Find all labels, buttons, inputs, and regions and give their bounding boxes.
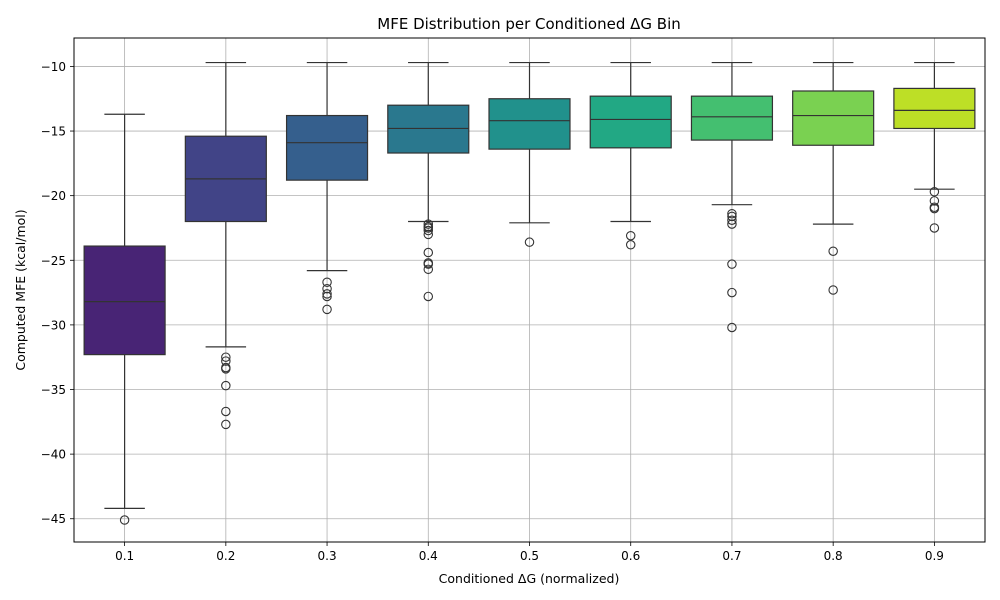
outlier-point bbox=[221, 419, 231, 430]
y-tick-label: −20 bbox=[41, 189, 66, 203]
outlier-point bbox=[929, 196, 940, 206]
box-group bbox=[83, 113, 166, 525]
outlier-point bbox=[727, 219, 737, 229]
outlier-point bbox=[929, 223, 940, 233]
box-group bbox=[387, 61, 470, 302]
chart-title: MFE Distribution per Conditioned ΔG Bin bbox=[377, 15, 681, 33]
box-group bbox=[589, 61, 672, 250]
outlier-point bbox=[221, 406, 231, 417]
box-group bbox=[184, 61, 267, 430]
ticks: 0.1 0.2 0.3 0.4 0.5 0.6 0.7 0.8 0.9 −10 −15 −20 −25 −… bbox=[41, 60, 944, 563]
y-axis-label: Computed MFE (kcal/mol) bbox=[13, 209, 28, 370]
outlier-point bbox=[423, 247, 434, 258]
outlier-point bbox=[423, 225, 434, 236]
x-tick-label: 0.8 bbox=[824, 549, 843, 563]
x-tick-label: 0.3 bbox=[318, 549, 337, 563]
outlier-point bbox=[423, 223, 434, 233]
outlier-point bbox=[727, 322, 737, 333]
y-tick-label: −40 bbox=[41, 448, 66, 462]
box-iqr bbox=[792, 90, 875, 146]
box-group bbox=[488, 61, 571, 247]
box-iqr bbox=[893, 87, 976, 130]
boxes bbox=[83, 61, 976, 525]
outlier-point bbox=[727, 259, 737, 269]
outlier-point bbox=[524, 237, 535, 247]
outlier-point bbox=[423, 219, 434, 229]
outlier-point bbox=[423, 229, 434, 240]
outlier-point bbox=[221, 380, 231, 391]
x-tick-label: 0.1 bbox=[115, 549, 134, 563]
box-iqr bbox=[690, 95, 774, 141]
outlier-point bbox=[119, 515, 130, 525]
x-axis-label: Conditioned ΔG (normalized) bbox=[439, 571, 620, 586]
outlier-point bbox=[423, 264, 434, 275]
outlier-point bbox=[727, 215, 737, 225]
outlier-point bbox=[727, 211, 737, 222]
outlier-point bbox=[828, 246, 838, 256]
y-tick-label: −15 bbox=[41, 125, 66, 139]
box-iqr bbox=[285, 114, 369, 181]
outlier-point bbox=[929, 203, 940, 214]
y-tick-label: −35 bbox=[41, 383, 66, 397]
box-group bbox=[690, 61, 774, 333]
outlier-point bbox=[423, 259, 434, 269]
y-tick-label: −25 bbox=[41, 254, 66, 268]
outlier-point bbox=[625, 230, 636, 241]
outlier-point bbox=[625, 240, 636, 250]
outlier-point bbox=[322, 277, 332, 287]
outlier-point bbox=[322, 304, 332, 315]
box-group bbox=[792, 61, 875, 295]
outlier-point bbox=[727, 287, 737, 298]
x-tick-label: 0.9 bbox=[925, 549, 944, 563]
outlier-point bbox=[221, 364, 231, 374]
x-tick-label: 0.7 bbox=[722, 549, 741, 563]
outlier-point bbox=[221, 356, 231, 366]
box-iqr bbox=[83, 245, 166, 356]
box-group bbox=[285, 61, 369, 315]
y-tick-label: −45 bbox=[41, 512, 66, 526]
x-tick-label: 0.4 bbox=[419, 549, 438, 563]
box-iqr bbox=[387, 104, 470, 154]
outlier-point bbox=[727, 209, 737, 219]
y-tick-label: −30 bbox=[41, 318, 66, 332]
outlier-point bbox=[322, 291, 332, 302]
x-tick-label: 0.5 bbox=[520, 549, 539, 563]
outlier-point bbox=[828, 285, 838, 295]
outlier-point bbox=[221, 352, 231, 362]
outlier-point bbox=[322, 283, 332, 294]
x-tick-label: 0.2 bbox=[216, 549, 235, 563]
y-tick-label: −10 bbox=[41, 60, 66, 74]
x-tick-label: 0.6 bbox=[621, 549, 640, 563]
outlier-point bbox=[929, 187, 940, 197]
outlier-point bbox=[322, 289, 332, 299]
box-iqr bbox=[488, 98, 571, 150]
box-iqr bbox=[589, 95, 672, 149]
box-group bbox=[893, 61, 976, 233]
outlier-point bbox=[423, 291, 434, 302]
